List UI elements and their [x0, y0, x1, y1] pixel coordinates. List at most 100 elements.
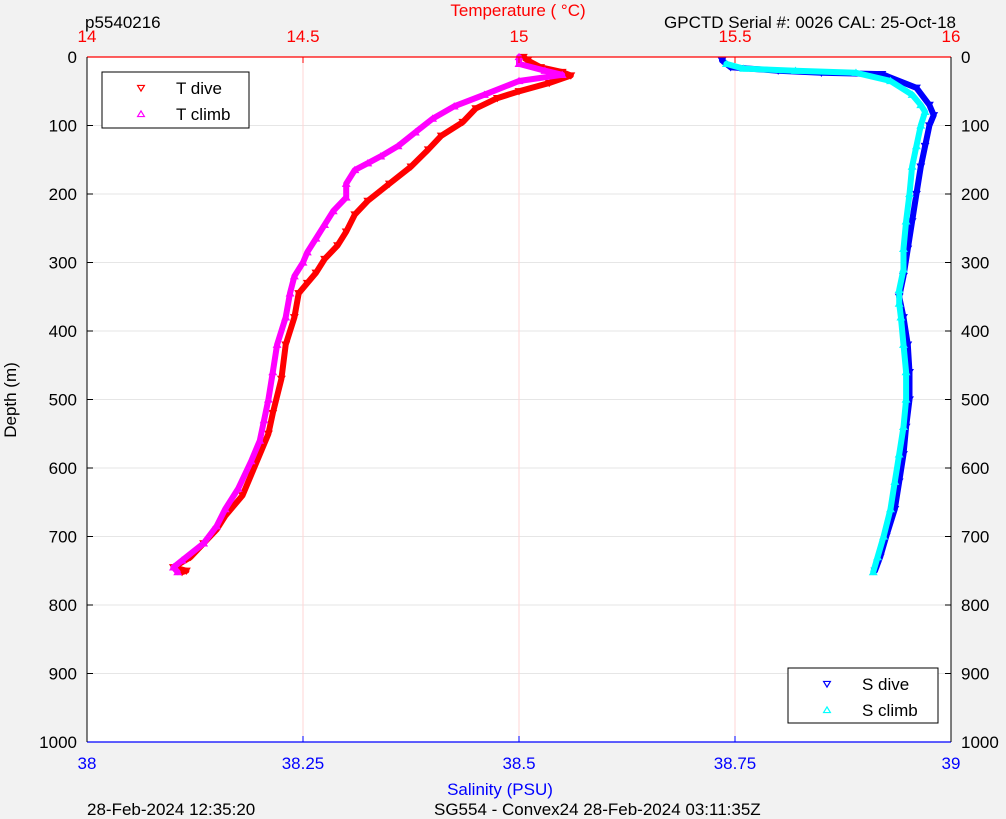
t-climb-point — [289, 271, 299, 280]
y-tick-label-right: 300 — [961, 254, 989, 273]
t-climb-point — [341, 193, 351, 201]
t-climb-point — [320, 220, 330, 228]
t-dive-point — [302, 279, 312, 288]
s-climb-point — [920, 107, 930, 115]
t-climb-point — [298, 258, 308, 266]
y-tick-label-right: 0 — [961, 48, 970, 67]
y-tick-label-left: 600 — [49, 459, 77, 478]
s-dive-trace — [719, 57, 937, 574]
s-climb-point — [916, 121, 926, 129]
t-climb-point — [263, 395, 273, 403]
s-climb-point — [886, 504, 895, 513]
y-tick-label-right: 1000 — [961, 733, 999, 752]
t-climb-point — [449, 102, 459, 110]
legend-top-left: T dive T climb — [101, 71, 250, 129]
s-dive-point — [924, 101, 934, 110]
top-tick-label: 14 — [78, 27, 97, 46]
y-tick-label-right: 500 — [961, 391, 989, 410]
t-dive-point — [544, 79, 554, 88]
top-tick-label: 14.5 — [286, 27, 319, 46]
y-tick-label-left: 100 — [49, 117, 77, 136]
s-dive-point — [911, 84, 921, 93]
y-axis-title: Depth (m) — [1, 362, 20, 438]
t-dive-point — [363, 197, 373, 206]
s-climb-point — [916, 100, 926, 109]
mission-info: SG554 - Convex24 28-Feb-2024 03:11:35Z — [434, 800, 761, 819]
t-climb-point — [281, 313, 291, 321]
s-dive-point — [920, 142, 930, 151]
t-dive-point — [406, 163, 416, 171]
t-climb-point — [540, 66, 550, 74]
legend-marker — [136, 84, 146, 93]
data-series — [168, 52, 939, 577]
s-dive-point — [877, 70, 887, 79]
t-dive-point — [471, 105, 481, 113]
s-climb-point — [901, 367, 911, 376]
legend-label: S dive — [862, 675, 909, 694]
s-dive-point — [929, 112, 939, 120]
t-climb-point — [428, 114, 438, 122]
t-climb-point — [302, 248, 312, 256]
t-climb-point — [514, 59, 524, 68]
t-climb-point — [259, 415, 269, 424]
s-climb-point — [721, 59, 731, 68]
t-climb-point — [514, 76, 524, 85]
t-dive-point — [333, 242, 343, 250]
t-dive-point — [341, 228, 351, 236]
t-dive-point — [311, 269, 321, 277]
s-dive-point — [907, 218, 917, 226]
t-dive-point — [423, 146, 433, 154]
series-t-climb — [168, 52, 567, 576]
s-climb-trace — [723, 60, 929, 576]
t-climb-point — [272, 340, 282, 348]
legend-marker — [136, 109, 146, 118]
t-climb-point — [168, 563, 178, 571]
bottom-tick-label: 39 — [942, 754, 961, 773]
legend-label: T climb — [176, 105, 230, 124]
t-climb-point — [328, 206, 338, 215]
y-tick-label-left: 300 — [49, 254, 77, 273]
t-climb-point — [363, 158, 373, 167]
legends: T dive T climb S dive S climb — [101, 71, 939, 724]
y-tick-label-right: 400 — [961, 322, 989, 341]
t-climb-point — [220, 504, 230, 513]
instrument-serial-cal: GPCTD Serial #: 0026 CAL: 25-Oct-18 — [664, 13, 956, 32]
s-climb-point — [894, 450, 904, 458]
s-climb-point — [873, 552, 883, 561]
s-climb-point — [896, 313, 906, 321]
t-climb-point — [376, 152, 386, 160]
y-tick-label-left: 700 — [49, 528, 77, 547]
s-dive-point — [924, 122, 934, 130]
legend-marker — [822, 705, 832, 714]
t-dive-point — [268, 410, 278, 418]
legend-box — [101, 71, 250, 129]
bottom-axis-title: Salinity (PSU) — [447, 780, 553, 799]
legend-bottom-right: S dive S climb — [787, 667, 939, 724]
s-climb-point — [739, 64, 749, 72]
t-climb-point — [268, 367, 278, 376]
t-dive-point — [514, 88, 524, 96]
y-tick-label-right: 800 — [961, 596, 989, 615]
s-climb-point — [901, 217, 911, 225]
t-climb-point — [285, 289, 295, 297]
s-climb-point — [879, 532, 889, 540]
s-dive-point — [717, 57, 727, 65]
t-climb-point — [177, 556, 187, 564]
t-climb-point — [350, 165, 360, 174]
t-climb-point — [173, 567, 183, 576]
y-tick-label-right: 700 — [961, 528, 989, 547]
t-dive-point — [320, 255, 330, 264]
s-climb-point — [886, 76, 895, 85]
t-climb-point — [557, 70, 567, 78]
y-tick-label-left: 1000 — [39, 733, 77, 752]
s-climb-point — [890, 477, 900, 485]
t-dive-point — [255, 451, 265, 459]
y-tick-label-left: 200 — [49, 185, 77, 204]
y-tick-label-left: 0 — [68, 48, 77, 67]
t-dive-point — [281, 341, 291, 349]
s-climb-point — [899, 340, 908, 348]
s-climb-point — [907, 162, 917, 170]
t-dive-point — [238, 492, 247, 500]
